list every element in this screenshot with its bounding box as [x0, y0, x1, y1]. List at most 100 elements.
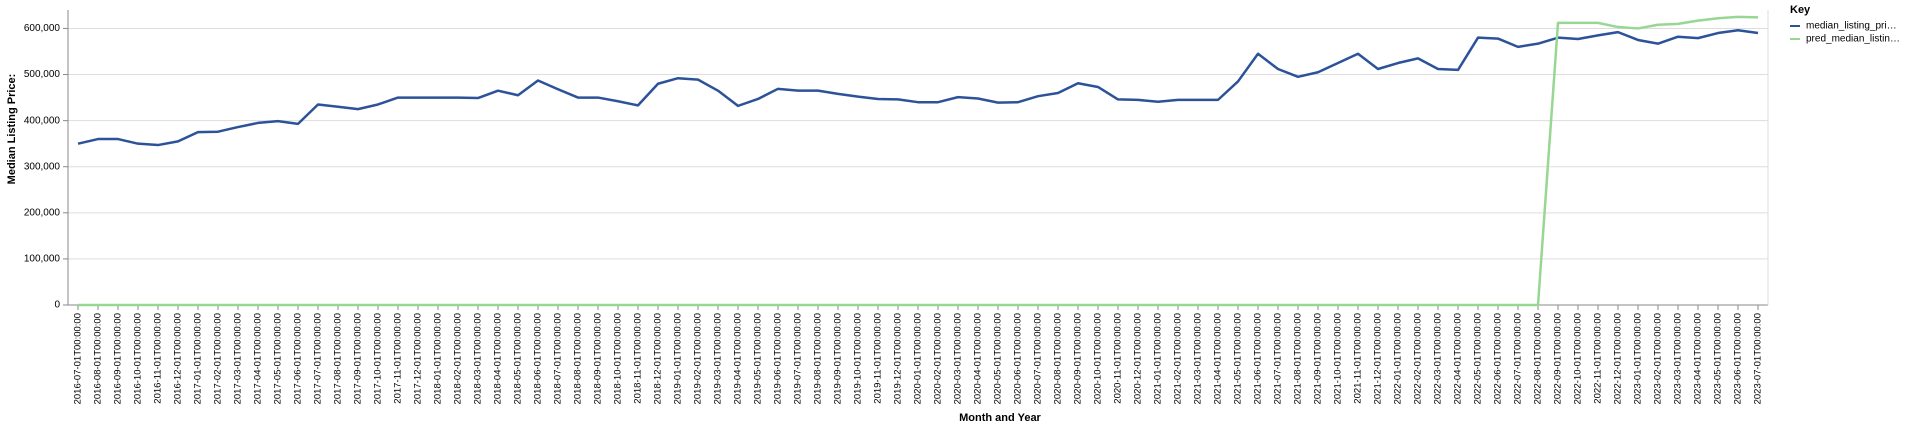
x-tick-label: 2019-10-01T00:00:00: [853, 313, 864, 404]
y-tick-label: 200,000: [24, 207, 61, 218]
y-tick-label: 500,000: [24, 69, 61, 80]
x-tick-label: 2020-08-01T00:00:00: [1053, 313, 1064, 404]
x-tick-label: 2021-08-01T00:00:00: [1293, 313, 1304, 404]
x-tick-label: 2021-10-01T00:00:00: [1333, 313, 1344, 404]
x-tick-label: 2018-02-01T00:00:00: [453, 313, 464, 404]
x-tick-label: 2019-11-01T00:00:00: [873, 313, 884, 404]
x-tick-label: 2018-12-01T00:00:00: [653, 313, 664, 404]
x-tick-label: 2019-02-01T00:00:00: [693, 313, 704, 404]
x-tick-label: 2021-11-01T00:00:00: [1353, 313, 1364, 404]
x-tick-label: 2022-12-01T00:00:00: [1613, 313, 1624, 404]
x-tick-label: 2017-09-01T00:00:00: [353, 313, 364, 404]
x-tick-label: 2019-01-01T00:00:00: [673, 313, 684, 404]
x-tick-label: 2017-03-01T00:00:00: [233, 313, 244, 404]
y-tick-label: 0: [54, 300, 60, 311]
x-tick-label: 2017-10-01T00:00:00: [373, 313, 384, 404]
x-tick-label: 2016-12-01T00:00:00: [173, 313, 184, 404]
x-tick-label: 2022-02-01T00:00:00: [1413, 313, 1424, 404]
y-axis-title: Median Listing Price:: [6, 74, 18, 185]
x-tick-label: 2023-02-01T00:00:00: [1653, 313, 1664, 404]
x-tick-label: 2022-06-01T00:00:00: [1493, 313, 1504, 404]
x-tick-label: 2020-09-01T00:00:00: [1073, 313, 1084, 404]
x-tick-label: 2022-11-01T00:00:00: [1593, 313, 1604, 404]
x-tick-label: 2021-02-01T00:00:00: [1173, 313, 1184, 404]
x-tick-label: 2018-07-01T00:00:00: [553, 313, 564, 404]
x-tick-label: 2019-09-01T00:00:00: [833, 313, 844, 404]
y-tick-label: 600,000: [24, 23, 61, 34]
x-tick-label: 2016-08-01T00:00:00: [93, 313, 104, 404]
series-line: [77, 29, 1759, 147]
x-tick-label: 2020-01-01T00:00:00: [913, 313, 924, 404]
x-tick-label: 2021-07-01T00:00:00: [1273, 313, 1284, 404]
x-tick-label: 2018-05-01T00:00:00: [513, 313, 524, 404]
x-tick-label: 2016-09-01T00:00:00: [113, 313, 124, 404]
legend-label: pred_median_listin…: [1806, 34, 1900, 45]
x-tick-label: 2022-10-01T00:00:00: [1573, 313, 1584, 404]
x-tick-label: 2021-06-01T00:00:00: [1253, 313, 1264, 404]
x-tick-label: 2021-05-01T00:00:00: [1233, 313, 1244, 404]
x-tick-label: 2018-11-01T00:00:00: [633, 313, 644, 404]
series-line: [78, 15, 1759, 307]
y-tick-label: 400,000: [24, 115, 61, 126]
x-tick-label: 2023-06-01T00:00:00: [1733, 313, 1744, 404]
x-tick-label: 2022-07-01T00:00:00: [1513, 313, 1524, 404]
x-tick-label: 2017-07-01T00:00:00: [313, 313, 324, 404]
x-tick-label: 2017-12-01T00:00:00: [413, 313, 424, 404]
x-tick-label: 2022-09-01T00:00:00: [1553, 313, 1564, 404]
legend-title: Key: [1790, 4, 1811, 16]
x-tick-label: 2017-06-01T00:00:00: [293, 313, 304, 404]
x-tick-label: 2017-05-01T00:00:00: [273, 313, 284, 404]
x-tick-label: 2019-03-01T00:00:00: [713, 313, 724, 404]
x-tick-label: 2018-06-01T00:00:00: [533, 313, 544, 404]
x-tick-label: 2020-07-01T00:00:00: [1033, 313, 1044, 404]
x-tick-label: 2022-04-01T00:00:00: [1453, 313, 1464, 404]
x-tick-label: 2020-05-01T00:00:00: [993, 313, 1004, 404]
x-tick-label: 2020-11-01T00:00:00: [1113, 313, 1124, 404]
x-tick-label: 2016-07-01T00:00:00: [73, 313, 84, 404]
x-tick-label: 2020-06-01T00:00:00: [1013, 313, 1024, 404]
x-tick-label: 2021-09-01T00:00:00: [1313, 313, 1324, 404]
x-tick-label: 2017-08-01T00:00:00: [333, 313, 344, 404]
x-tick-label: 2018-09-01T00:00:00: [593, 313, 604, 404]
x-tick-label: 2018-08-01T00:00:00: [573, 313, 584, 404]
x-tick-label: 2019-08-01T00:00:00: [813, 313, 824, 404]
x-tick-label: 2017-11-01T00:00:00: [393, 313, 404, 404]
x-tick-label: 2021-01-01T00:00:00: [1153, 313, 1164, 404]
x-tick-label: 2019-07-01T00:00:00: [793, 313, 804, 404]
x-tick-label: 2020-03-01T00:00:00: [953, 313, 964, 404]
x-tick-label: 2022-03-01T00:00:00: [1433, 313, 1444, 404]
x-axis-title: Month and Year: [959, 412, 1041, 424]
x-tick-label: 2021-04-01T00:00:00: [1213, 313, 1224, 404]
x-tick-label: 2018-01-01T00:00:00: [433, 313, 444, 404]
x-tick-label: 2022-01-01T00:00:00: [1393, 313, 1404, 404]
x-tick-label: 2019-12-01T00:00:00: [893, 313, 904, 404]
x-tick-label: 2023-05-01T00:00:00: [1713, 313, 1724, 404]
x-tick-label: 2016-10-01T00:00:00: [133, 313, 144, 404]
x-tick-label: 2020-04-01T00:00:00: [973, 313, 984, 404]
x-tick-label: 2021-12-01T00:00:00: [1373, 313, 1384, 404]
y-tick-label: 300,000: [24, 161, 61, 172]
x-tick-label: 2016-11-01T00:00:00: [153, 313, 164, 404]
x-tick-label: 2018-10-01T00:00:00: [613, 313, 624, 404]
x-tick-label: 2020-10-01T00:00:00: [1093, 313, 1104, 404]
x-tick-label: 2019-06-01T00:00:00: [773, 313, 784, 404]
x-tick-label: 2023-01-01T00:00:00: [1633, 313, 1644, 404]
x-tick-label: 2018-04-01T00:00:00: [493, 313, 504, 404]
x-tick-label: 2019-05-01T00:00:00: [753, 313, 764, 404]
x-tick-label: 2017-02-01T00:00:00: [213, 313, 224, 404]
x-tick-label: 2020-02-01T00:00:00: [933, 313, 944, 404]
x-tick-label: 2020-12-01T00:00:00: [1133, 313, 1144, 404]
y-tick-label: 100,000: [24, 254, 61, 265]
x-tick-label: 2017-04-01T00:00:00: [253, 313, 264, 404]
x-tick-label: 2018-03-01T00:00:00: [473, 313, 484, 404]
x-tick-label: 2023-03-01T00:00:00: [1673, 313, 1684, 404]
x-tick-label: 2023-07-01T00:00:00: [1753, 313, 1764, 404]
legend-label: median_listing_pri…: [1806, 21, 1897, 32]
x-tick-label: 2022-08-01T00:00:00: [1533, 313, 1544, 404]
x-tick-label: 2023-04-01T00:00:00: [1693, 313, 1704, 404]
x-tick-label: 2021-03-01T00:00:00: [1193, 313, 1204, 404]
x-tick-label: 2022-05-01T00:00:00: [1473, 313, 1484, 404]
x-tick-label: 2019-04-01T00:00:00: [733, 313, 744, 404]
x-tick-label: 2017-01-01T00:00:00: [193, 313, 204, 404]
